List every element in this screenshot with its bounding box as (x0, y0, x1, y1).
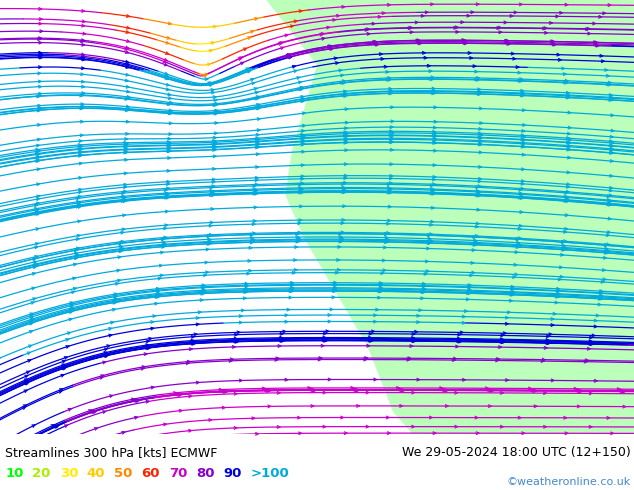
Text: Streamlines 300 hPa [kts] ECMWF: Streamlines 300 hPa [kts] ECMWF (5, 446, 217, 459)
PathPatch shape (266, 0, 634, 434)
Text: 90: 90 (223, 467, 242, 480)
Text: 80: 80 (196, 467, 214, 480)
Text: 20: 20 (32, 467, 51, 480)
Text: 10: 10 (5, 467, 23, 480)
Text: 50: 50 (114, 467, 133, 480)
Text: 70: 70 (169, 467, 187, 480)
Text: 60: 60 (141, 467, 160, 480)
Text: ©weatheronline.co.uk: ©weatheronline.co.uk (507, 477, 631, 487)
Text: We 29-05-2024 18:00 UTC (12+150): We 29-05-2024 18:00 UTC (12+150) (402, 446, 631, 459)
Text: 40: 40 (87, 467, 105, 480)
Text: >100: >100 (250, 467, 289, 480)
Text: 30: 30 (60, 467, 78, 480)
